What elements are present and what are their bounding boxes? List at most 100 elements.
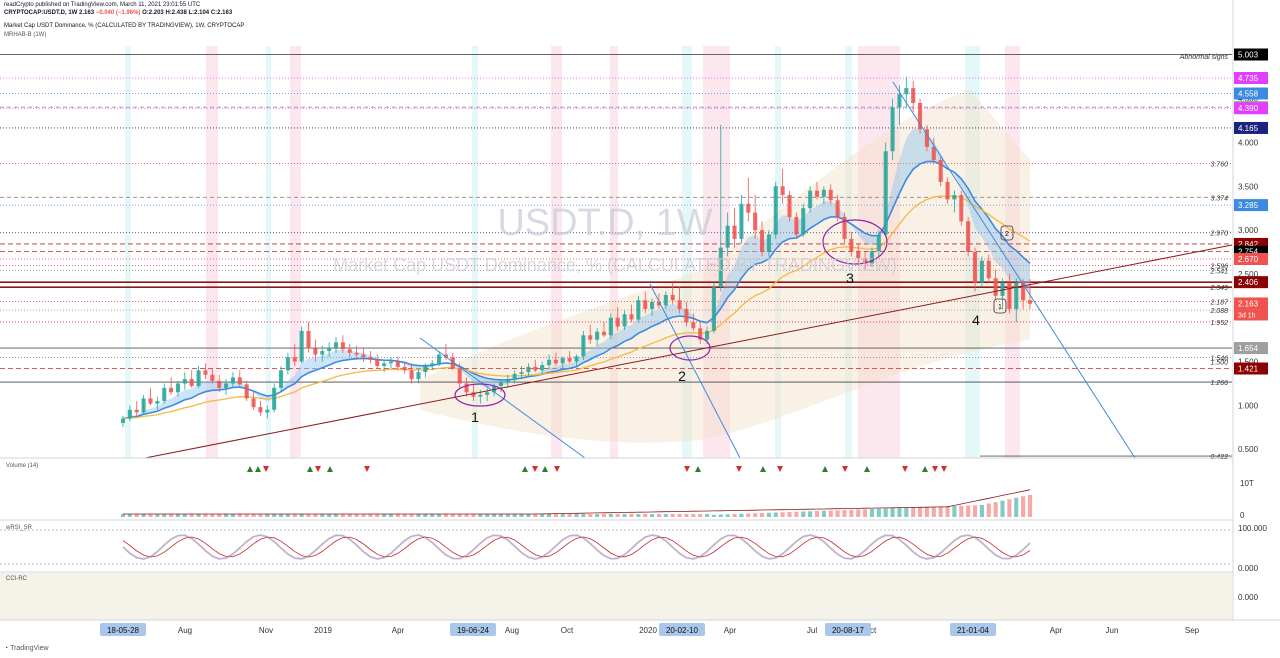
circle-marker-3 [822,219,888,265]
volume-bar [546,514,552,517]
candle-body [835,200,840,217]
date-marker-bg [825,623,871,636]
volume-bar [313,514,318,517]
candle-body [821,189,826,197]
candle-body [794,216,799,235]
candle-body [787,195,792,217]
candle-body [959,195,964,222]
volume-bar [698,514,703,517]
volume-bar [203,514,208,517]
volume-bar [759,513,765,517]
signal-arrow [777,466,783,472]
price-change: −0.040 (−1.96%) [95,10,141,16]
candle-body [670,294,675,301]
volume-bar [869,509,875,517]
signal-arrow [864,466,870,472]
last-price: 2.163 [79,10,95,16]
volume-bar [911,507,916,517]
volume-bar [663,514,668,517]
volume-bar [340,514,345,517]
candle-body [904,88,909,95]
trendlines [144,81,1233,459]
box-marker [993,298,1007,314]
candle-body [251,398,256,408]
volume-bar [251,514,256,517]
price-label: 4.735 [1238,74,1259,83]
candle-body [608,317,613,336]
volume-bar [127,514,132,517]
signal-arrow [315,466,321,472]
candle-body [917,102,923,130]
price-label-bg [1234,71,1268,84]
tradingview-logo[interactable]: ◔ TradingView [4,645,49,652]
x-tick-label: Jul [807,626,817,635]
x-tick-label: Apr [392,626,405,635]
y-tick-label: 1.000 [1238,401,1259,410]
volume-bar [347,514,352,517]
box-marker [1000,225,1014,241]
volume-bar [966,505,971,517]
level-annotation: 1.952 [1210,320,1228,327]
volume-bar [959,505,964,517]
level-annotation: 3.374 [1210,195,1228,202]
candle-body [972,252,978,283]
symbol-name: CRYPTOCAP:USDT.D, 1W [4,10,78,16]
candle-body [354,352,359,355]
price-label: 2.670 [1238,255,1259,264]
volume-bar [553,514,558,517]
candle-body [189,379,194,387]
candle-body [457,368,462,384]
candle-body [952,195,957,200]
volume-bar [856,509,861,517]
signal-arrow [255,466,261,472]
candle-body [869,251,875,264]
candle-body [581,335,586,357]
candle-body [1000,282,1005,296]
candle-body [505,379,510,383]
price-label-bg [1234,245,1268,258]
horizontal-levels [0,54,1232,457]
volume-bar [361,514,366,517]
volume-bar [299,514,304,517]
candle-body [162,387,167,402]
candle-body [911,88,916,103]
level-annotation: 2.541 [1209,268,1228,275]
price-label-bg [1234,48,1268,61]
candle-body [299,330,304,362]
candle-body [622,314,627,327]
wrsi-pane-title: wRSI_SR [6,525,33,531]
candle-body [320,351,325,355]
volume-bar [272,514,277,517]
volume-bar [285,514,290,517]
volume-bar [986,503,991,517]
y-tick-label: 3.500 [1238,182,1259,191]
candle-body [808,190,813,209]
volume-bar [526,514,531,517]
date-marker-label: 20-08-17 [832,626,865,635]
candle-body [368,357,373,360]
axes: 0.5001.0001.5002.0002.5003.0003.5004.000… [0,0,1280,638]
volume-bar [485,514,490,517]
signal-arrow [902,466,908,472]
x-tick-label: Jun [1106,626,1119,635]
signal-arrow [822,466,828,472]
candle-body [285,357,290,371]
date-marker-bg [450,623,496,636]
volume-bar [821,510,826,517]
candle-body [588,335,593,340]
candle-body [340,342,345,350]
candle-body [120,418,126,423]
candle-body [148,398,153,404]
volume-bar [801,511,806,517]
candle-body [801,208,806,235]
candle-body [127,409,132,419]
candle-body [595,331,600,340]
candle-body [203,370,208,375]
level-annotation: 2.187 [1209,299,1229,306]
level-annotation: 1.500 [1210,360,1228,367]
candle-body [210,374,215,381]
volume-bar [423,514,428,517]
volume-bar [382,514,387,517]
volume-bar [1000,500,1005,517]
